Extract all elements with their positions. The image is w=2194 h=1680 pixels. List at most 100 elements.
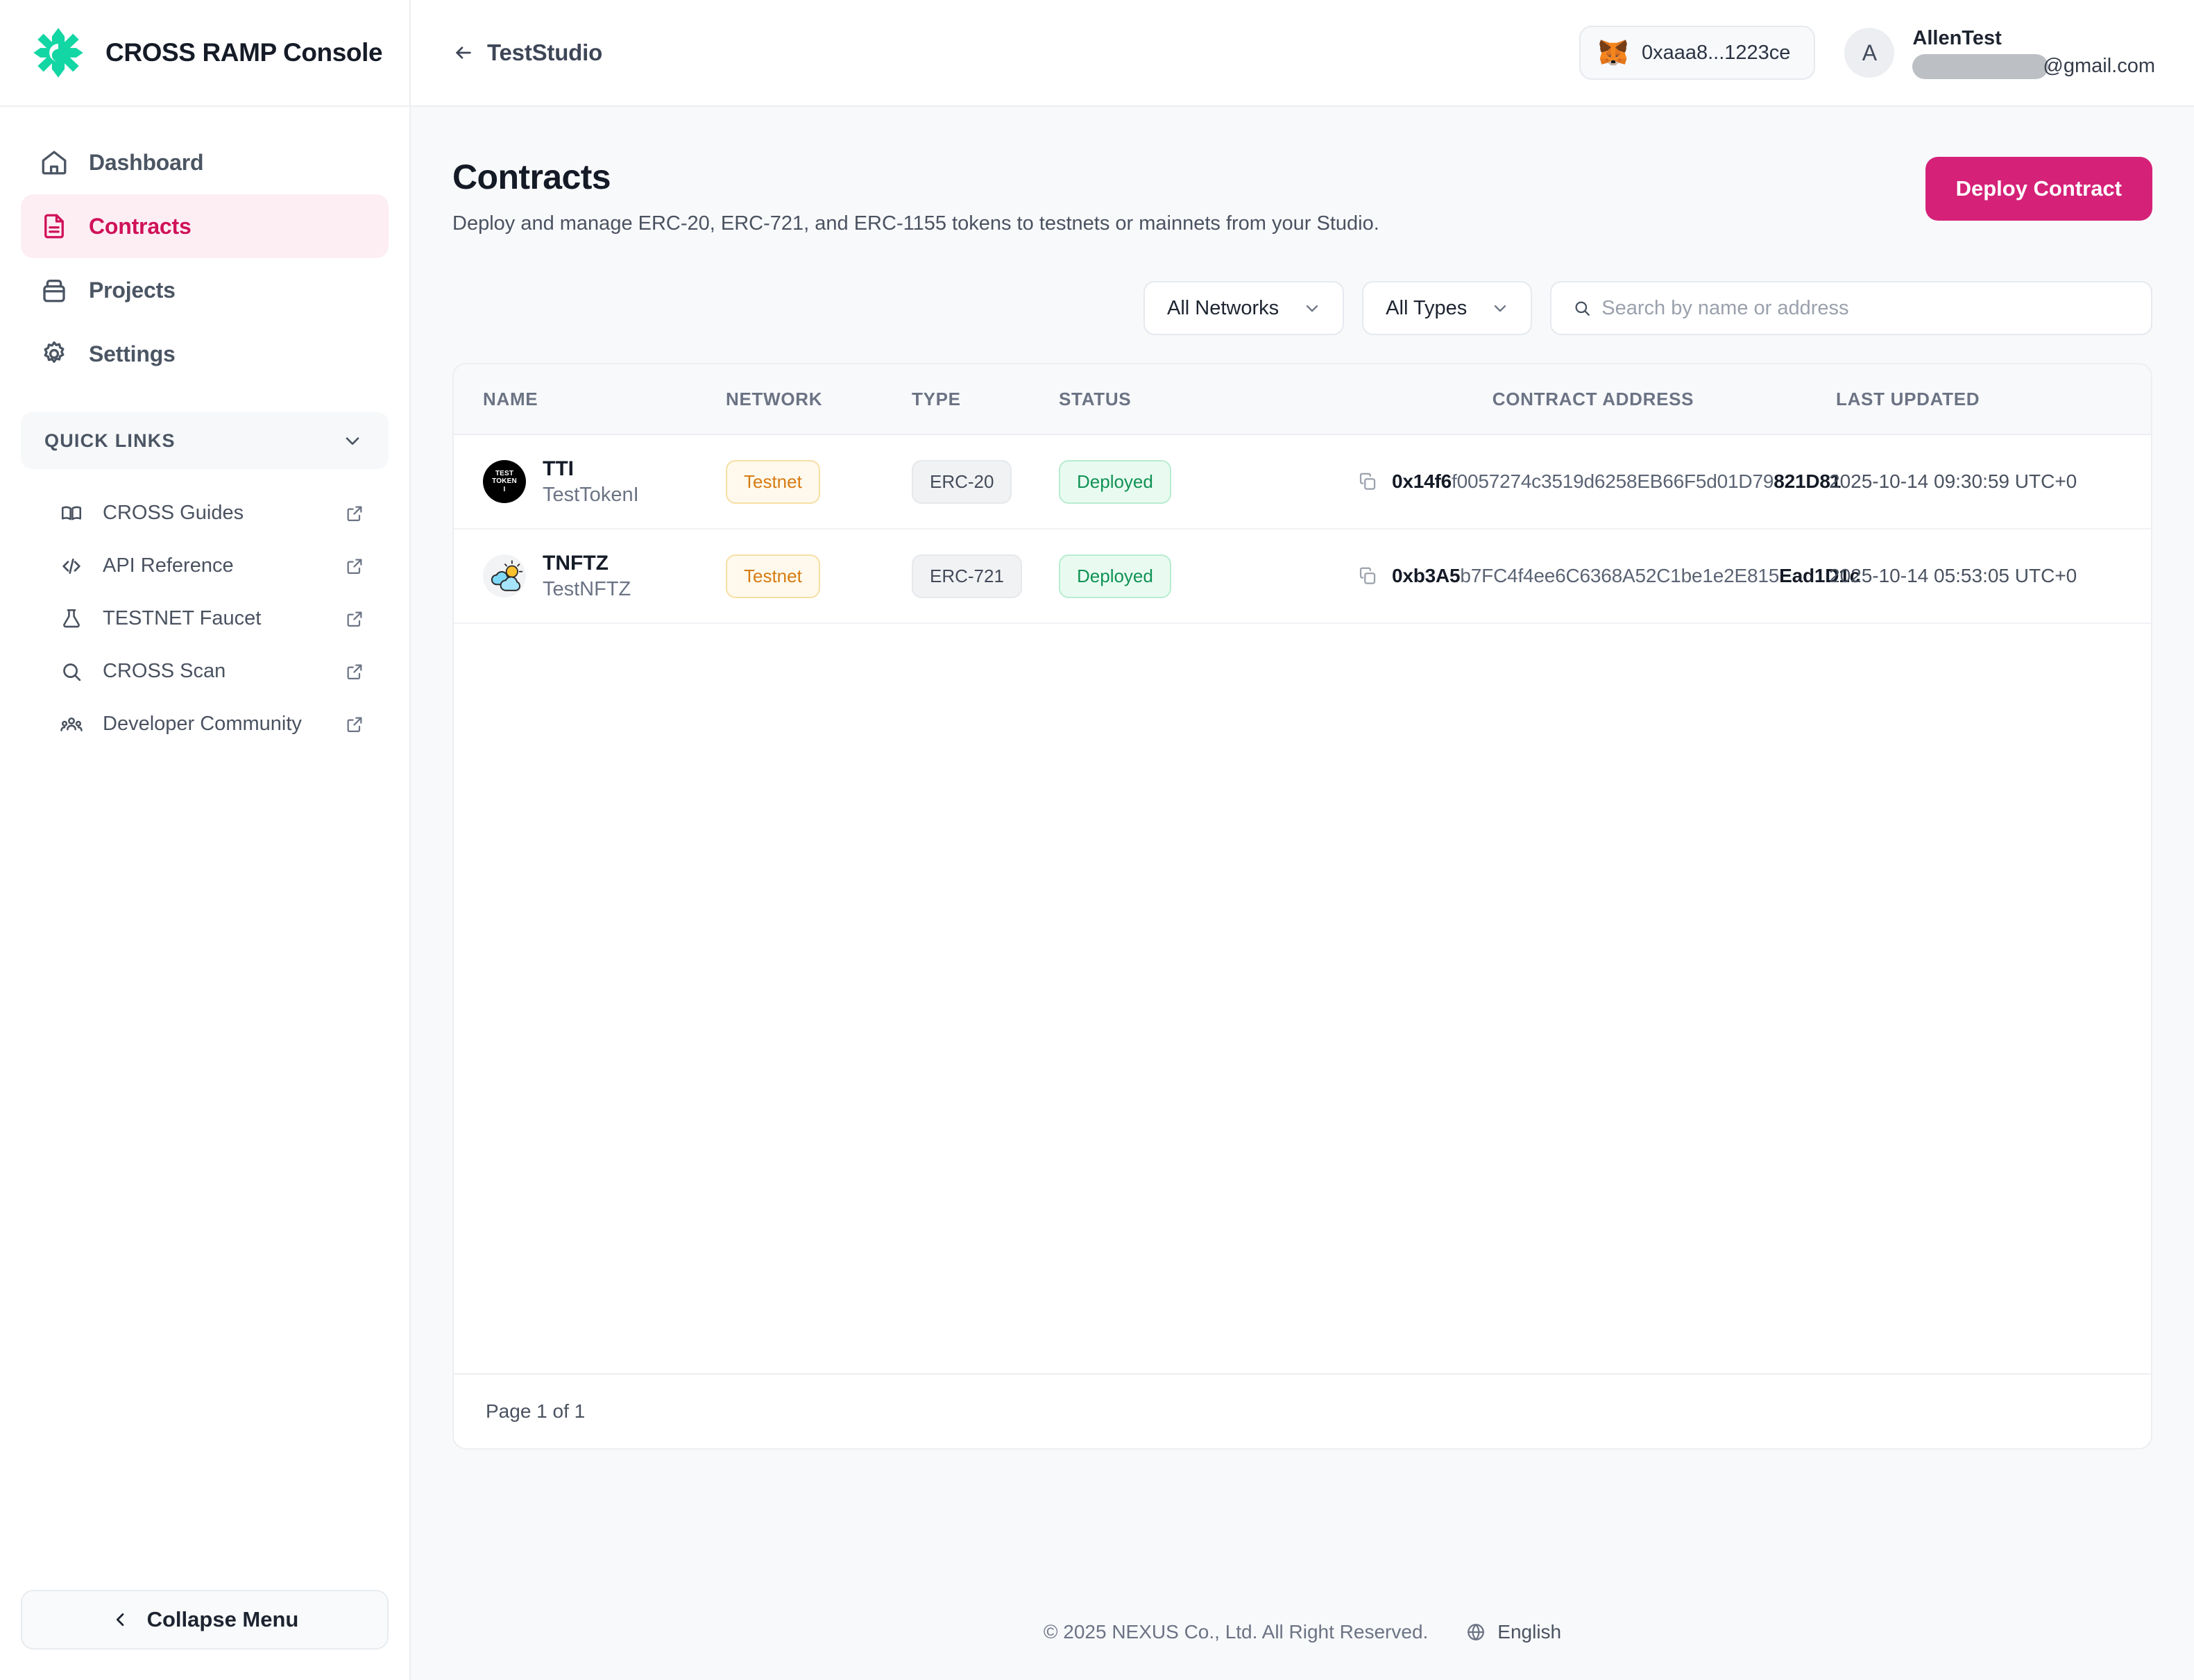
globe-icon bbox=[1465, 1622, 1486, 1643]
quick-links-toggle[interactable]: QUICK LINKS bbox=[21, 412, 389, 469]
external-link-icon bbox=[344, 609, 365, 629]
sidebar-item-projects[interactable]: Projects bbox=[21, 258, 389, 322]
breadcrumb-back[interactable]: TestStudio bbox=[452, 40, 602, 66]
type-badge: ERC-721 bbox=[912, 554, 1022, 598]
table-header-row: NAME NETWORK TYPE STATUS CONTRACT ADDRES… bbox=[454, 364, 2151, 435]
address-mid: f0057274c3519d6258EB66F5d01D79 bbox=[1452, 470, 1774, 492]
quick-link-label: TESTNET Faucet bbox=[103, 607, 262, 630]
last-updated-text: 2025-10-14 05:53:05 UTC+0 bbox=[1829, 565, 2077, 586]
user-menu[interactable]: A AllenTest @gmail.com bbox=[1844, 27, 2155, 79]
user-email-row: @gmail.com bbox=[1912, 53, 2155, 79]
sidebar-item-dashboard[interactable]: Dashboard bbox=[21, 130, 389, 194]
language-selector[interactable]: English bbox=[1465, 1621, 1561, 1643]
brand-header: CROSS RAMP Console bbox=[0, 0, 409, 107]
quick-link-cross-scan[interactable]: CROSS Scan bbox=[21, 645, 389, 698]
cell-network: Testnet bbox=[726, 459, 912, 504]
column-header-network: NETWORK bbox=[726, 388, 823, 409]
column-header-contract-address: CONTRACT ADDRESS bbox=[1492, 388, 1694, 409]
quick-link-api-reference[interactable]: API Reference bbox=[21, 540, 389, 593]
topbar-right: 0xaaa8...1223ce A AllenTest @gmail.com bbox=[1579, 26, 2155, 80]
sidebar-item-label: Contracts bbox=[89, 213, 192, 239]
cell-contract-address: 0xb3A5b7FC4f4ee6C6368A52C1be1e2E815Ead1D… bbox=[1357, 565, 1860, 587]
quick-link-label: API Reference bbox=[103, 554, 234, 577]
sidebar-nav: Dashboard Contracts bbox=[0, 107, 409, 386]
sidebar-item-contracts[interactable]: Contracts bbox=[21, 194, 389, 258]
type-filter-value: All Types bbox=[1386, 296, 1468, 319]
token-avatar bbox=[483, 554, 526, 597]
breadcrumb-label: TestStudio bbox=[487, 40, 603, 65]
sidebar-item-label: Dashboard bbox=[89, 149, 204, 175]
table-row[interactable]: TNFTZ TestNFTZ Testnet ERC-721 Deployed bbox=[454, 529, 2151, 624]
copyright-text: © 2025 NEXUS Co., Ltd. All Right Reserve… bbox=[1043, 1621, 1429, 1643]
external-link-icon bbox=[344, 556, 365, 577]
metamask-fox-icon bbox=[1599, 39, 1628, 67]
table-row[interactable]: TEST TOKEN I TTI TestTokenI Testnet ERC-20 bbox=[454, 435, 2151, 529]
quick-link-developer-community[interactable]: Developer Community bbox=[21, 698, 389, 751]
book-icon bbox=[58, 500, 85, 527]
weather-sun-behind-cloud-icon bbox=[484, 556, 525, 596]
copy-icon[interactable] bbox=[1357, 471, 1378, 492]
collapse-menu-wrap: Collapse Menu bbox=[21, 1590, 389, 1649]
sidebar-item-settings[interactable]: Settings bbox=[21, 322, 389, 386]
network-filter-select[interactable]: All Networks bbox=[1143, 281, 1345, 335]
pagination-label: Page 1 of 1 bbox=[486, 1400, 586, 1422]
external-link-icon bbox=[344, 714, 365, 735]
collapse-menu-button[interactable]: Collapse Menu bbox=[21, 1590, 389, 1649]
chevron-down-icon bbox=[1490, 298, 1510, 318]
cross-logo-icon bbox=[32, 26, 85, 79]
type-badge: ERC-20 bbox=[912, 459, 1012, 504]
page-header-text: Contracts Deploy and manage ERC-20, ERC-… bbox=[452, 157, 1379, 235]
quick-link-cross-guides[interactable]: CROSS Guides bbox=[21, 487, 389, 540]
address-head: 0x14f6 bbox=[1392, 470, 1452, 492]
external-link-icon bbox=[344, 661, 365, 682]
copy-icon[interactable] bbox=[1357, 566, 1378, 586]
quick-links-title: QUICK LINKS bbox=[44, 430, 176, 451]
cell-type: ERC-721 bbox=[912, 554, 1059, 598]
type-filter-select[interactable]: All Types bbox=[1362, 281, 1533, 335]
token-symbol: TTI bbox=[543, 457, 574, 480]
deploy-contract-button[interactable]: Deploy Contract bbox=[1925, 157, 2152, 221]
gear-icon bbox=[39, 339, 69, 369]
network-badge: Testnet bbox=[726, 459, 820, 504]
token-name: TestTokenI bbox=[543, 483, 639, 506]
search-icon bbox=[58, 659, 85, 685]
flask-icon bbox=[58, 606, 85, 632]
search-box[interactable] bbox=[1550, 281, 2152, 335]
name-texts: TTI TestTokenI bbox=[543, 457, 639, 507]
quick-link-label: CROSS Guides bbox=[103, 502, 244, 525]
column-header-type: TYPE bbox=[912, 388, 961, 409]
status-badge: Deployed bbox=[1059, 554, 1171, 598]
external-link-icon bbox=[344, 503, 365, 524]
column-header-last-updated: LAST UPDATED bbox=[1836, 388, 1980, 409]
user-name: AllenTest bbox=[1912, 26, 2002, 49]
wallet-chip[interactable]: 0xaaa8...1223ce bbox=[1579, 26, 1816, 80]
cell-status: Deployed bbox=[1059, 554, 1357, 598]
sidebar: CROSS RAMP Console Dashboard bbox=[0, 0, 411, 1680]
user-text: AllenTest @gmail.com bbox=[1912, 27, 2155, 79]
last-updated-text: 2025-10-14 09:30:59 UTC+0 bbox=[1829, 470, 2077, 492]
wallet-address: 0xaaa8...1223ce bbox=[1641, 41, 1791, 64]
cell-name: TEST TOKEN I TTI TestTokenI bbox=[454, 457, 726, 507]
cell-type: ERC-20 bbox=[912, 459, 1059, 504]
code-icon bbox=[58, 553, 85, 579]
token-avatar-text: TEST TOKEN I bbox=[492, 470, 517, 493]
search-icon bbox=[1572, 298, 1592, 318]
address-tail: 821D81 bbox=[1774, 470, 1842, 492]
address-head: 0xb3A5 bbox=[1392, 565, 1461, 586]
home-icon bbox=[39, 147, 69, 178]
collapse-menu-label: Collapse Menu bbox=[146, 1607, 299, 1631]
network-filter-value: All Networks bbox=[1167, 296, 1279, 319]
contract-address-text: 0xb3A5b7FC4f4ee6C6368A52C1be1e2E815Ead1D… bbox=[1392, 565, 1860, 587]
column-header-status: STATUS bbox=[1059, 388, 1132, 409]
network-badge: Testnet bbox=[726, 554, 820, 598]
quick-link-testnet-faucet[interactable]: TESTNET Faucet bbox=[21, 593, 389, 645]
quick-link-label: Developer Community bbox=[103, 713, 302, 736]
quick-links-list: CROSS Guides API Reference bbox=[0, 469, 409, 751]
search-input[interactable] bbox=[1601, 296, 2130, 320]
page-header: Contracts Deploy and manage ERC-20, ERC-… bbox=[452, 157, 2152, 235]
token-name: TestNFTZ bbox=[543, 577, 631, 600]
brand-title: CROSS RAMP Console bbox=[105, 38, 383, 67]
table-footer: Page 1 of 1 bbox=[454, 1373, 2151, 1448]
cell-last-updated: 2025-10-14 05:53:05 UTC+0 bbox=[1829, 565, 2151, 587]
